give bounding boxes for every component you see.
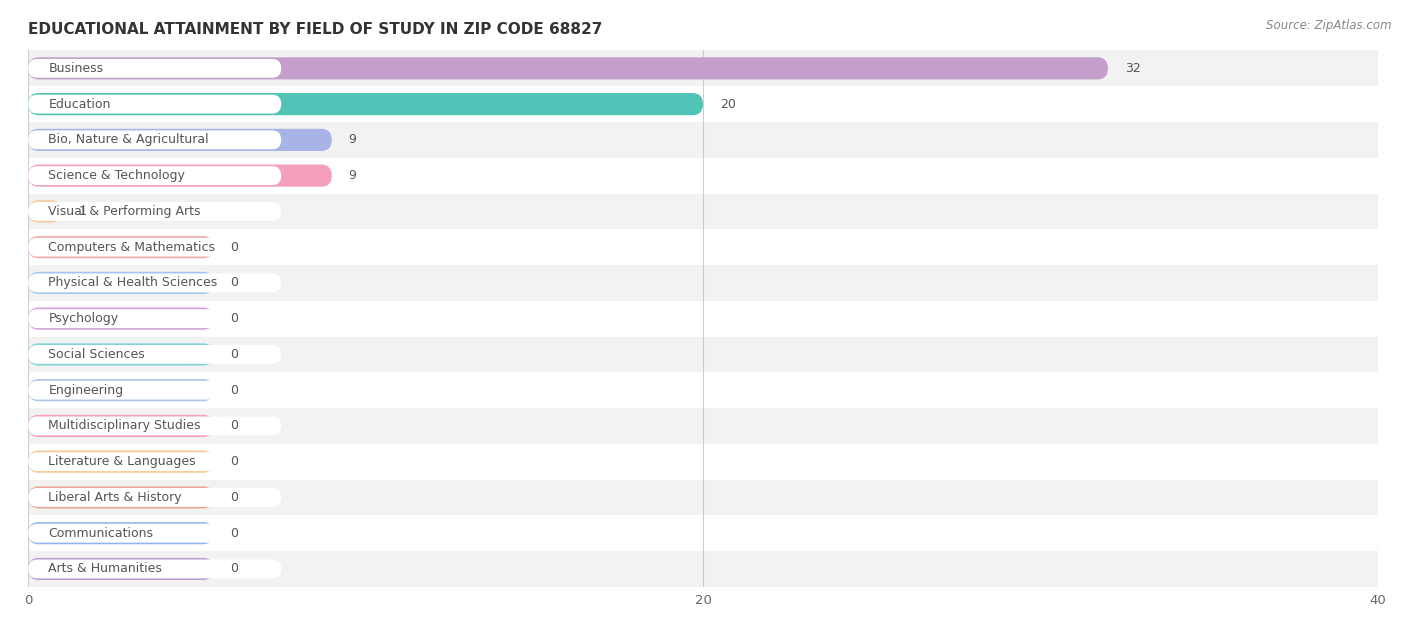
FancyBboxPatch shape: [28, 380, 281, 399]
FancyBboxPatch shape: [28, 272, 214, 294]
Bar: [28, 301, 1378, 336]
FancyBboxPatch shape: [28, 379, 214, 401]
Bar: [28, 194, 1378, 229]
Text: Arts & Humanities: Arts & Humanities: [48, 562, 162, 575]
FancyBboxPatch shape: [28, 488, 281, 507]
FancyBboxPatch shape: [28, 93, 703, 115]
Text: Social Sciences: Social Sciences: [48, 348, 145, 361]
Text: Education: Education: [48, 98, 111, 110]
FancyBboxPatch shape: [28, 415, 214, 437]
FancyBboxPatch shape: [28, 236, 214, 258]
Text: Liberal Arts & History: Liberal Arts & History: [48, 491, 181, 504]
Text: 0: 0: [231, 348, 239, 361]
FancyBboxPatch shape: [28, 273, 281, 292]
Bar: [28, 516, 1378, 551]
Text: 0: 0: [231, 276, 239, 290]
FancyBboxPatch shape: [28, 59, 281, 78]
FancyBboxPatch shape: [28, 558, 214, 580]
FancyBboxPatch shape: [28, 416, 281, 435]
Text: Literature & Languages: Literature & Languages: [48, 455, 195, 468]
Text: 0: 0: [231, 312, 239, 325]
FancyBboxPatch shape: [28, 131, 281, 150]
Text: Visual & Performing Arts: Visual & Performing Arts: [48, 205, 201, 218]
Text: Physical & Health Sciences: Physical & Health Sciences: [48, 276, 218, 290]
FancyBboxPatch shape: [28, 129, 332, 151]
Text: EDUCATIONAL ATTAINMENT BY FIELD OF STUDY IN ZIP CODE 68827: EDUCATIONAL ATTAINMENT BY FIELD OF STUDY…: [28, 22, 603, 37]
Text: Engineering: Engineering: [48, 384, 124, 397]
Text: 0: 0: [231, 527, 239, 540]
FancyBboxPatch shape: [28, 165, 332, 187]
Text: Psychology: Psychology: [48, 312, 118, 325]
Text: Bio, Nature & Agricultural: Bio, Nature & Agricultural: [48, 133, 209, 146]
FancyBboxPatch shape: [28, 238, 281, 257]
Bar: [28, 158, 1378, 194]
FancyBboxPatch shape: [28, 57, 1108, 80]
FancyBboxPatch shape: [28, 451, 214, 473]
Text: Business: Business: [48, 62, 104, 75]
Bar: [28, 229, 1378, 265]
FancyBboxPatch shape: [28, 309, 281, 328]
Text: 32: 32: [1125, 62, 1140, 75]
Bar: [28, 50, 1378, 86]
Bar: [28, 122, 1378, 158]
Text: Communications: Communications: [48, 527, 153, 540]
Bar: [28, 336, 1378, 372]
FancyBboxPatch shape: [28, 522, 214, 545]
FancyBboxPatch shape: [28, 307, 214, 330]
Text: 9: 9: [349, 169, 357, 182]
FancyBboxPatch shape: [28, 202, 281, 221]
FancyBboxPatch shape: [28, 524, 281, 543]
FancyBboxPatch shape: [28, 345, 281, 364]
Text: 1: 1: [79, 205, 87, 218]
Bar: [28, 265, 1378, 301]
Bar: [28, 444, 1378, 480]
Text: 0: 0: [231, 384, 239, 397]
Bar: [28, 86, 1378, 122]
FancyBboxPatch shape: [28, 560, 281, 579]
Bar: [28, 480, 1378, 516]
Text: 9: 9: [349, 133, 357, 146]
Text: 0: 0: [231, 491, 239, 504]
Text: 0: 0: [231, 455, 239, 468]
Text: 0: 0: [231, 420, 239, 432]
FancyBboxPatch shape: [28, 452, 281, 471]
Text: Multidisciplinary Studies: Multidisciplinary Studies: [48, 420, 201, 432]
Bar: [28, 372, 1378, 408]
FancyBboxPatch shape: [28, 200, 62, 223]
Text: Computers & Mathematics: Computers & Mathematics: [48, 240, 215, 254]
Text: 0: 0: [231, 240, 239, 254]
FancyBboxPatch shape: [28, 95, 281, 114]
Bar: [28, 551, 1378, 587]
Text: Science & Technology: Science & Technology: [48, 169, 186, 182]
FancyBboxPatch shape: [28, 343, 214, 365]
FancyBboxPatch shape: [28, 166, 281, 185]
Text: 0: 0: [231, 562, 239, 575]
Text: Source: ZipAtlas.com: Source: ZipAtlas.com: [1267, 19, 1392, 32]
FancyBboxPatch shape: [28, 487, 214, 509]
Bar: [28, 408, 1378, 444]
Text: 20: 20: [720, 98, 735, 110]
